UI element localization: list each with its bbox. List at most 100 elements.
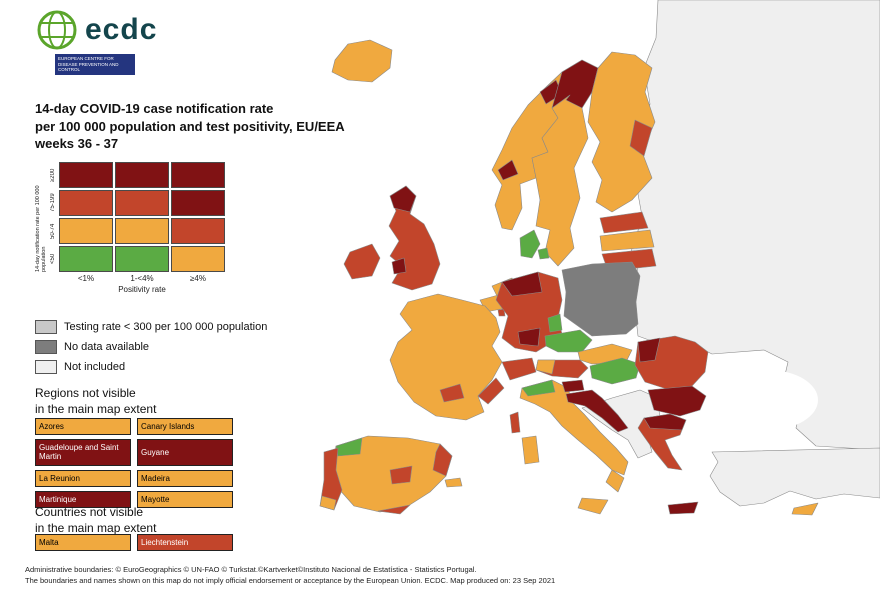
title-line-2: per 100 000 population and test positivi… <box>35 118 345 134</box>
region-tag-guyane: Guyane <box>137 439 233 466</box>
logo-subtitle: EUROPEAN CENTRE FOR DISEASE PREVENTION A… <box>55 54 135 75</box>
matrix-x-axis-label: Positivity rate <box>118 285 166 294</box>
region-iceland <box>331 39 393 83</box>
matrix-cell-r2c2 <box>171 218 225 244</box>
legend-item: Testing rate < 300 per 100 000 populatio… <box>35 320 267 334</box>
footer-line-2: The boundaries and names shown on this m… <box>25 576 556 586</box>
region-crete <box>667 501 699 515</box>
region-wales <box>391 257 407 275</box>
matrix-col-labels: <1% 1-<4% ≥4% <box>59 274 225 283</box>
region-france <box>389 293 503 421</box>
countries-grid: Malta Liechtenstein <box>35 534 233 552</box>
matrix-cell-r0c2 <box>171 162 225 188</box>
matrix-row-label: 75-199 <box>50 193 56 213</box>
region-balearic-islands <box>444 477 463 488</box>
matrix-cell-r3c2 <box>171 246 225 272</box>
region-tag-martinique: Martinique <box>35 490 131 508</box>
matrix-row-label: 50-74 <box>50 223 56 239</box>
region-finland <box>587 51 656 213</box>
legend-matrix: 14-day notification rate per 100 000 pop… <box>35 162 225 294</box>
countries-heading: Countries not visible in the main map ex… <box>35 505 156 536</box>
legend-label: Not included <box>64 361 126 373</box>
legend-swatch-nodata <box>35 340 57 354</box>
matrix-y-axis-label: 14-day notification rate per 100 000 pop… <box>35 185 47 272</box>
footer: Administrative boundaries: © EuroGeograp… <box>25 564 870 587</box>
region-germany-south <box>517 327 541 347</box>
legend-swatch-testing <box>35 320 57 334</box>
region-latvia <box>599 229 655 252</box>
region-germany-north <box>501 271 543 297</box>
region-bulgaria <box>647 385 707 417</box>
region-denmark <box>519 229 541 259</box>
region-norway-central <box>497 159 519 181</box>
matrix-cell-r1c0 <box>59 190 113 216</box>
region-spain-south <box>377 504 411 515</box>
matrix-cell-r2c1 <box>115 218 169 244</box>
matrix-cell-r3c0 <box>59 246 113 272</box>
regions-heading-line-1: Regions not visible <box>35 386 136 400</box>
region-tag-mayotte: Mayotte <box>137 490 233 508</box>
matrix-grid <box>59 162 225 272</box>
globe-icon <box>37 10 77 50</box>
region-estonia <box>599 211 649 234</box>
matrix-cell-r1c2 <box>171 190 225 216</box>
region-tag-azores: Azores <box>35 418 131 436</box>
region-tag-madeira: Madeira <box>137 469 233 487</box>
legend-list: Testing rate < 300 per 100 000 populatio… <box>35 320 267 374</box>
legend-item: No data available <box>35 340 267 354</box>
region-switzerland <box>501 357 537 381</box>
region-france-south <box>439 383 465 403</box>
region-sardinia <box>521 435 540 465</box>
region-portugal <box>319 447 343 511</box>
matrix-row-label: ≥200 <box>50 168 56 182</box>
region-tag-la-reunion: La Reunion <box>35 469 131 487</box>
regions-heading: Regions not visible in the main map exte… <box>35 386 156 417</box>
region-tag-canary-islands: Canary Islands <box>137 418 233 436</box>
countries-heading-line-2: in the main map extent <box>35 520 157 535</box>
region-poland <box>561 261 641 337</box>
region-spain-east <box>432 443 453 477</box>
matrix-col-label: 1-<4% <box>130 274 154 283</box>
region-austria-west <box>535 359 556 375</box>
matrix-cell-r3c1 <box>115 246 169 272</box>
region-france-southeast <box>477 377 505 405</box>
ecdc-logo: ecdc EUROPEAN CENTRE FOR DISEASE PREVENT… <box>35 8 205 75</box>
matrix-cell-r1c1 <box>115 190 169 216</box>
legend-swatch-notincluded <box>35 360 57 374</box>
regions-grid: Azores Canary Islands Guadeloupe and Saint… <box>35 418 233 508</box>
region-finland-east <box>629 119 653 157</box>
title-line-1: 14-day COVID-19 case notification rate <box>35 101 274 116</box>
region-greece-north <box>643 413 687 431</box>
region-ireland <box>343 243 381 280</box>
region-sicily <box>577 497 609 515</box>
legend-label: Testing rate < 300 per 100 000 populatio… <box>64 321 268 333</box>
map-title: 14-day COVID-19 case notification rate p… <box>35 100 365 153</box>
region-croatia <box>565 389 629 433</box>
country-tag-malta: Malta <box>35 534 131 552</box>
region-spain-central <box>389 465 413 485</box>
logo-text: ecdc <box>85 13 158 46</box>
region-portugal-south <box>319 495 337 511</box>
legend-item: Not included <box>35 360 267 374</box>
legend-label: No data available <box>64 341 150 353</box>
footer-line-1: Administrative boundaries: © EuroGeograp… <box>25 565 477 574</box>
region-calabria <box>605 469 625 493</box>
region-romania-west <box>637 337 661 363</box>
region-scotland <box>389 185 417 213</box>
region-corsica <box>509 411 521 434</box>
countries-heading-line-1: Countries not visible <box>35 505 144 519</box>
region-denmark-zealand <box>537 247 550 260</box>
country-tag-liechtenstein: Liechtenstein <box>137 534 233 552</box>
matrix-row-labels: ≥200 75-199 50-74 <50 <box>50 162 56 294</box>
region-italy-north <box>521 379 556 397</box>
region-spain-northwest <box>335 437 363 457</box>
title-line-3: weeks 36 - 37 <box>35 136 119 152</box>
europe-map <box>319 0 880 516</box>
matrix-row-label: <50 <box>50 253 56 265</box>
matrix-cell-r2c0 <box>59 218 113 244</box>
matrix-col-label: ≥4% <box>190 274 206 283</box>
matrix-col-label: <1% <box>77 274 95 283</box>
region-sweden-north <box>551 59 599 109</box>
region-hungary <box>589 357 641 385</box>
